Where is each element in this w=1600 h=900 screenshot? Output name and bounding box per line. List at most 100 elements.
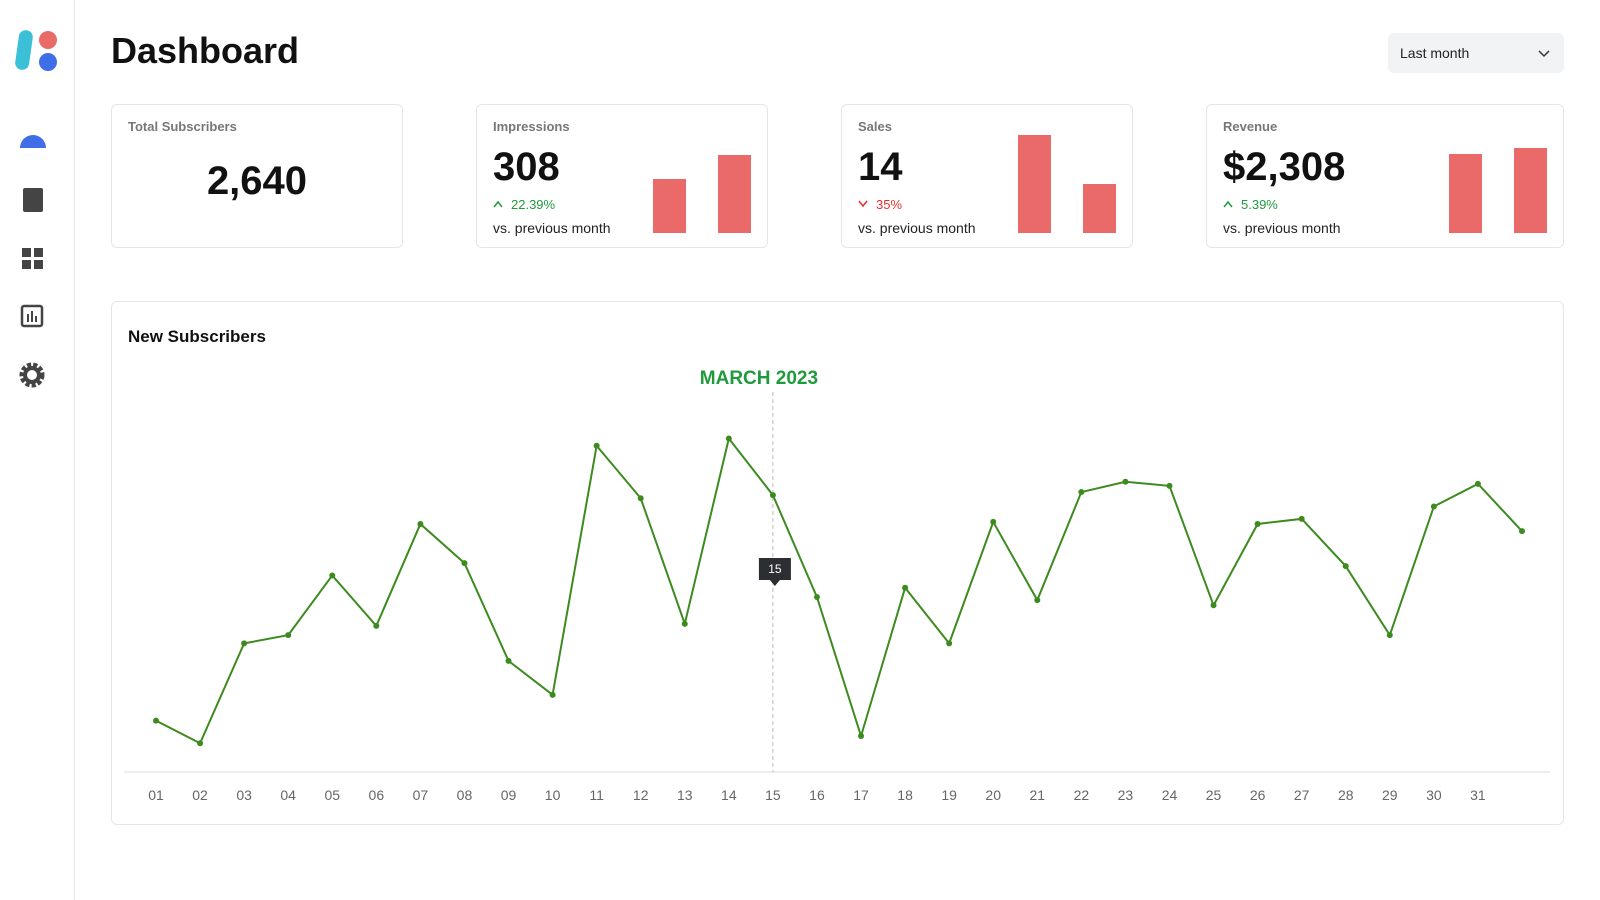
x-tick-label: 31: [1470, 787, 1486, 803]
data-point: [1430, 503, 1437, 510]
stat-card: Impressions 308 22.39% vs. previous month: [476, 104, 768, 248]
tooltip-box: [758, 558, 791, 586]
data-point: [1122, 478, 1129, 485]
page-title: Dashboard: [111, 30, 300, 71]
stat-card: Sales 14 35% vs. previous month: [841, 104, 1133, 248]
card-title: Impressions: [493, 119, 570, 134]
data-point: [681, 620, 688, 627]
data-point: [1166, 482, 1173, 489]
x-tick-label: 17: [853, 787, 869, 803]
sidebar: [0, 0, 75, 900]
x-tick-label: 29: [1382, 787, 1398, 803]
card-value: 308: [493, 145, 560, 189]
data-point: [858, 733, 865, 740]
x-tick-label: 07: [413, 787, 429, 803]
nav-settings[interactable]: [19, 362, 45, 388]
logo-dot: [39, 31, 57, 49]
x-tick-label: 11: [589, 787, 604, 803]
logo-dot: [39, 53, 57, 71]
data-point: [637, 495, 644, 502]
card-note: vs. previous month: [1223, 220, 1341, 236]
data-point: [549, 691, 556, 698]
data-point: [1298, 515, 1305, 522]
x-tick-label: 26: [1250, 787, 1266, 803]
card-note: vs. previous month: [858, 220, 976, 236]
x-tick-label: 01: [148, 787, 164, 803]
x-tick-label: 05: [324, 787, 340, 803]
tooltip-label: 15: [768, 562, 782, 576]
sidebar-icons: [15, 30, 57, 388]
data-point: [1254, 520, 1261, 527]
x-tick-label: 30: [1426, 787, 1442, 803]
card-title: Sales: [858, 119, 892, 134]
data-point: [329, 572, 336, 579]
data-point: [725, 435, 732, 442]
card-value: 14: [858, 145, 903, 189]
nav-apps[interactable]: [22, 248, 43, 269]
chart-title: New Subscribers: [128, 327, 266, 346]
data-point: [946, 640, 953, 647]
logo-shape: [15, 30, 33, 70]
card-title: Revenue: [1223, 119, 1278, 134]
nav-analytics[interactable]: [20, 304, 44, 328]
nav-dashboard[interactable]: [20, 135, 46, 148]
card-value: $2,308: [1223, 145, 1346, 189]
mini-bar: [1449, 153, 1482, 233]
x-tick-label: 13: [677, 787, 693, 803]
mini-bar: [1514, 147, 1547, 233]
dropdown-label: Last month: [1400, 45, 1470, 61]
stat-card: Total Subscribers 2,640: [111, 104, 403, 248]
x-tick-label: 23: [1118, 787, 1134, 803]
data-point: [285, 632, 292, 639]
mini-bar: [653, 179, 686, 233]
data-point: [197, 740, 204, 747]
card-title: Total Subscribers: [128, 119, 237, 134]
x-tick-label: 22: [1074, 787, 1090, 803]
x-tick-label: 04: [280, 787, 296, 803]
data-point: [153, 717, 159, 724]
x-tick-label: 24: [1162, 787, 1178, 803]
data-point: [417, 520, 424, 527]
card-change: 22.39%: [511, 197, 556, 212]
mini-bar: [1083, 183, 1116, 233]
x-tick-label: 28: [1338, 787, 1354, 803]
data-point: [1386, 632, 1393, 639]
x-tick-label: 14: [721, 787, 737, 803]
stat-card: Revenue $2,308 5.39% vs. previous month: [1206, 104, 1564, 248]
data-point: [1078, 489, 1085, 496]
data-point: [813, 594, 820, 601]
data-point: [461, 560, 468, 567]
x-tick-label: 27: [1294, 787, 1310, 803]
data-point: [902, 584, 909, 591]
chevron: [1538, 50, 1550, 58]
mini-bar: [1018, 135, 1051, 233]
arrow-path: [1223, 200, 1233, 208]
data-point: [593, 442, 600, 449]
data-point: [505, 657, 512, 664]
x-tick-label: 20: [985, 787, 1001, 803]
nav-reports[interactable]: [23, 188, 43, 212]
data-point: [1342, 563, 1349, 570]
arrow-path: [858, 200, 868, 208]
x-tick-label: 21: [1030, 787, 1046, 803]
data-point: [1519, 528, 1525, 535]
x-tick-label: 06: [369, 787, 385, 803]
card-note: vs. previous month: [493, 220, 611, 236]
x-tick-label: 16: [809, 787, 825, 803]
chart-panel: New Subscribers MARCH 2023 01 02 03 04 05 06 07…: [111, 301, 1564, 825]
annotation: MARCH 2023: [700, 368, 818, 389]
card-change: 5.39%: [1241, 197, 1278, 212]
x-tick-label: 10: [545, 787, 561, 803]
data-point: [1210, 602, 1217, 609]
x-tick-label: 15: [765, 787, 781, 803]
trend-arrow: [493, 200, 503, 208]
period-dropdown[interactable]: Last month: [1388, 33, 1564, 73]
data-point: [769, 492, 776, 499]
data-point: [990, 518, 997, 525]
x-tick-label: 18: [897, 787, 913, 803]
data-point: [1034, 597, 1041, 604]
mini-bar: [718, 154, 751, 233]
x-tick-label: 09: [501, 787, 517, 803]
line-series: [155, 436, 1523, 745]
